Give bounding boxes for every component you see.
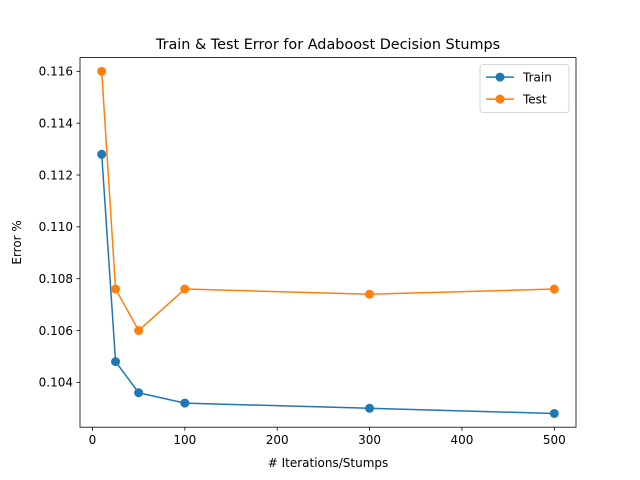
y-tick-label: 0.116 [39,65,73,79]
test-series-line [100,71,555,332]
train-data-point [365,403,375,413]
train-legend-marker [495,72,505,82]
x-axis-label: # Iterations/Stumps [268,456,389,470]
train-legend-label: Train [522,70,552,84]
y-tick-label: 0.106 [39,324,73,338]
test-legend-label: Test [522,92,547,106]
x-axis-ticks: 0 100 200 300 400 500 [89,427,566,447]
test-data-point [180,284,190,294]
legend: Train Test [479,64,570,113]
test-data-point [97,66,107,76]
test-data-point [111,284,121,294]
chart-title: Train & Test Error for Adaboost Decision… [155,37,500,53]
x-tick-label: 300 [358,433,381,447]
y-tick-label: 0.104 [39,376,73,390]
train-data-point [134,388,144,398]
series-layer [97,66,559,418]
test-legend-marker [495,94,505,104]
axes-frame [79,57,577,428]
train-data-point [180,398,190,408]
train-data-point [549,408,559,418]
x-tick-label: 500 [543,433,566,447]
x-tick-label: 100 [173,433,196,447]
y-axis-ticks: 0.104 0.106 0.108 0.110 0.112 0.114 0.116 [39,65,80,390]
test-data-point [134,326,144,336]
x-tick-label: 400 [450,433,473,447]
test-data-point [549,284,559,294]
y-axis-label: Error % [10,220,24,264]
y-tick-label: 0.114 [39,116,73,130]
train-data-point [111,357,121,367]
y-tick-label: 0.112 [39,168,73,182]
y-tick-label: 0.110 [39,220,73,234]
test-data-point [365,289,375,299]
x-tick-label: 0 [89,433,97,447]
train-data-point [97,149,107,159]
x-tick-label: 200 [266,433,289,447]
train-series-line [100,154,555,415]
y-tick-label: 0.108 [39,272,73,286]
